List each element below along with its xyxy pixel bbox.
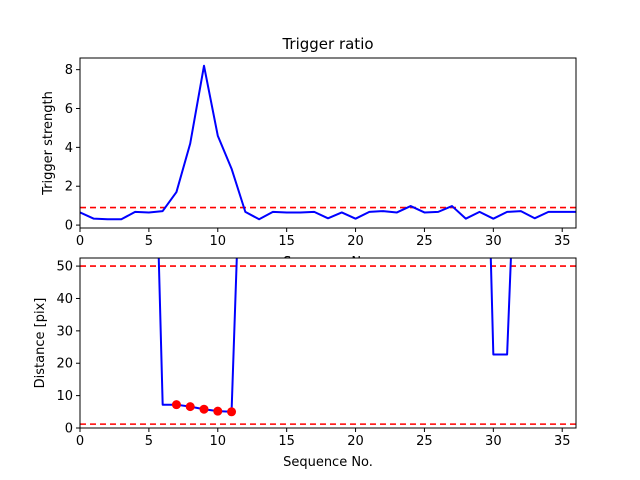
x-tick-label: 25 [416, 234, 433, 249]
x-tick-label: 15 [278, 234, 295, 249]
x-tick-label: 5 [145, 434, 153, 449]
plot-area [80, 258, 576, 428]
y-axis-label: Distance [pix] [33, 298, 48, 389]
axes-frame [79, 257, 577, 429]
plot-data [80, 64, 576, 221]
data-point-marker [213, 406, 223, 416]
x-tick-label: 20 [347, 434, 364, 449]
x-tick-label: 20 [347, 234, 364, 249]
x-tick-label: 10 [210, 234, 227, 249]
y-tick-label: 10 [56, 389, 73, 404]
y-axis-label: Trigger strength [41, 91, 56, 196]
x-tick-label: 30 [485, 434, 502, 449]
y-tick-label: 40 [56, 292, 73, 307]
x-tick-label: 0 [76, 234, 84, 249]
x-tick-label: 15 [278, 434, 295, 449]
axes-frame [79, 57, 577, 229]
data-point-marker [227, 407, 237, 417]
x-tick-label: 10 [210, 434, 227, 449]
series-line [80, 64, 576, 221]
y-tick-label: 30 [56, 324, 73, 339]
x-tick-label: 5 [145, 234, 153, 249]
x-axis-label: Sequence No. [283, 455, 373, 470]
y-tick-label: 20 [56, 357, 73, 372]
y-tick-label: 4 [65, 141, 73, 156]
plot-data [80, 258, 576, 425]
data-point-marker [199, 404, 209, 414]
x-tick-label: 35 [554, 234, 571, 249]
x-tick-label: 0 [76, 434, 84, 449]
y-tick-label: 2 [65, 180, 73, 195]
data-point-marker [185, 402, 195, 412]
data-point-marker [171, 400, 181, 410]
y-tick-label: 8 [65, 63, 73, 78]
series-line [489, 258, 512, 356]
plot-area [80, 58, 576, 228]
x-tick-label: 25 [416, 434, 433, 449]
chart-title: Trigger ratio [281, 35, 373, 53]
y-tick-label: 0 [65, 219, 73, 234]
distance-chart: Sequence No. 0 5 10 15 20 25 30 35 0 10 20 30 40 50 Dis… [33, 257, 577, 470]
x-tick-label: 35 [554, 434, 571, 449]
y-tick-label: 0 [65, 422, 73, 437]
y-tick-label: 50 [56, 260, 73, 275]
y-tick-label: 6 [65, 102, 73, 117]
x-tick-label: 30 [485, 234, 502, 249]
